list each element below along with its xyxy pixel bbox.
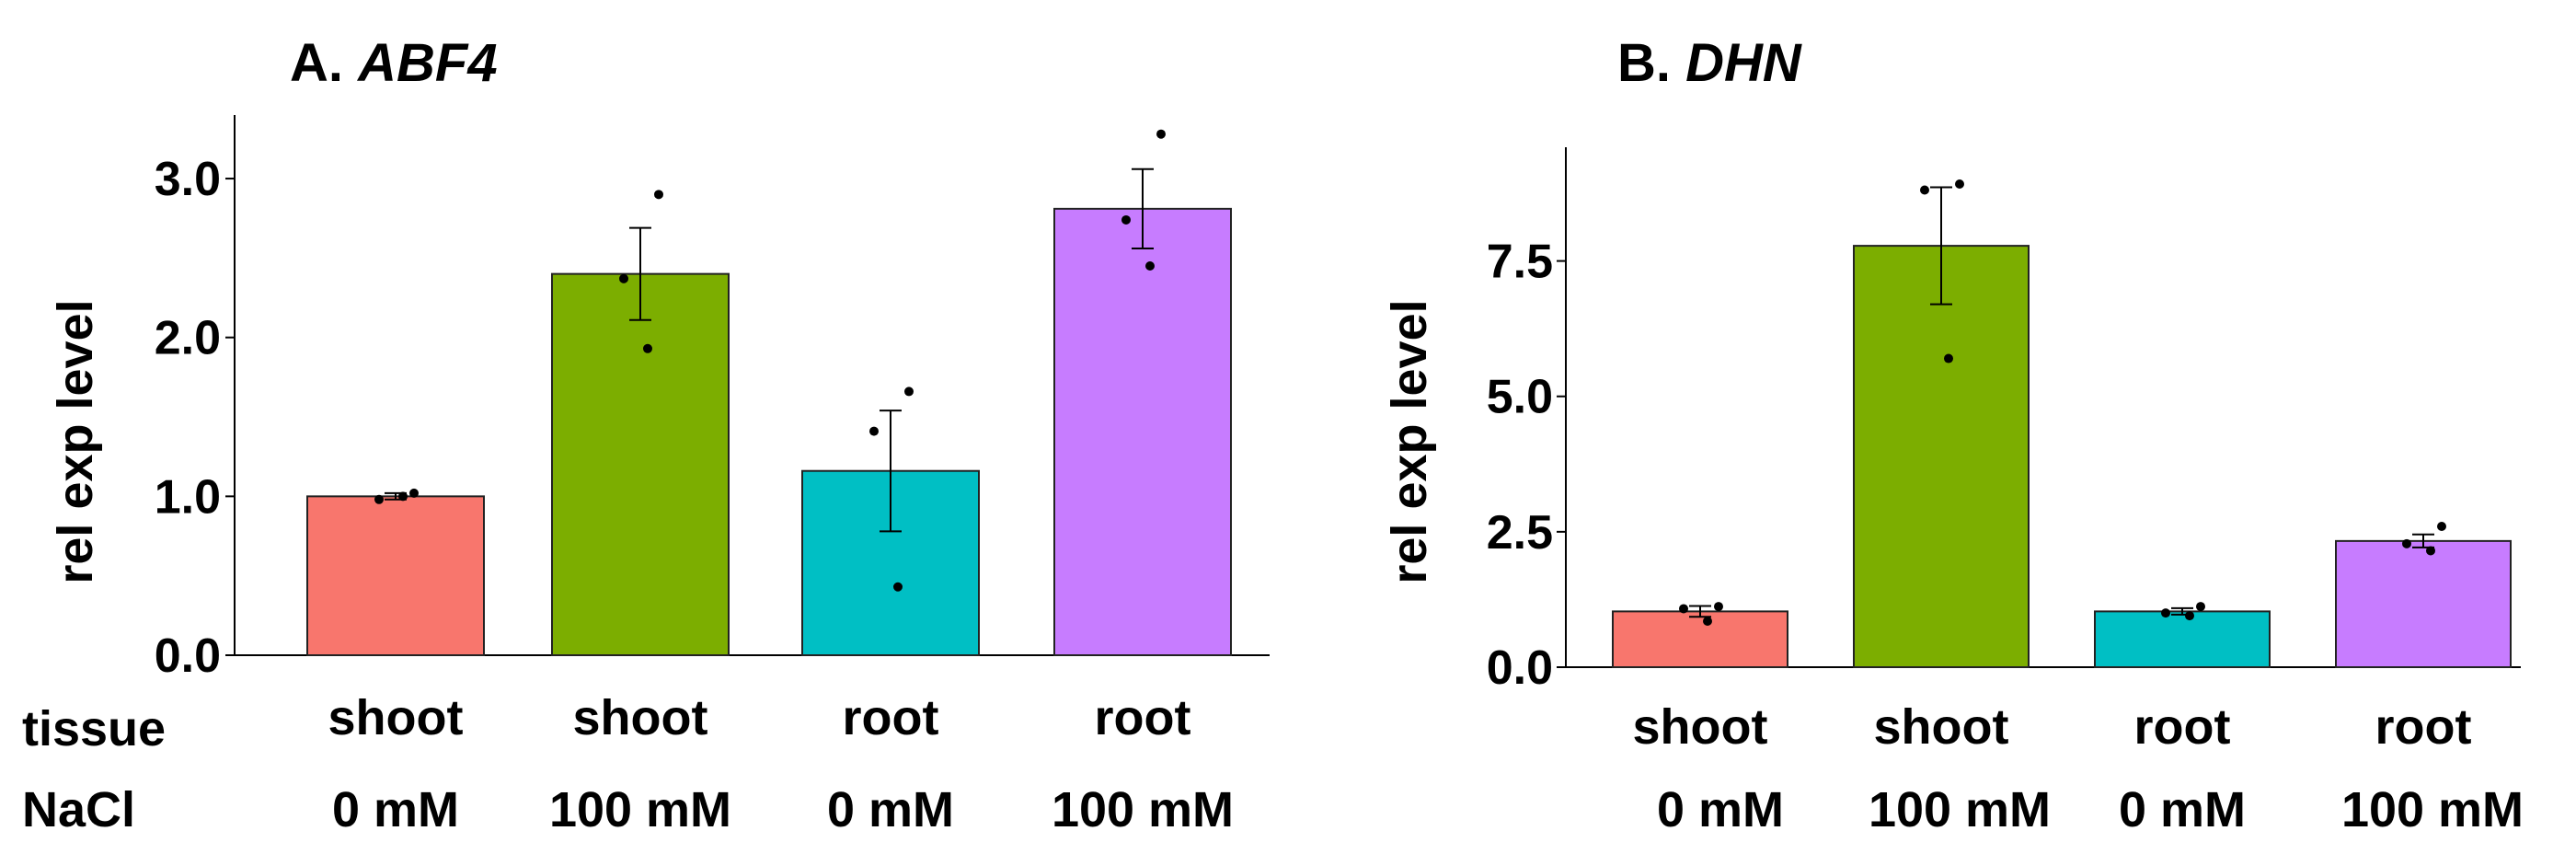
- panel-a-bar: [306, 495, 485, 657]
- panel-b-data-point: [1703, 616, 1712, 626]
- panel-a-y-tick-label: 2.0: [155, 312, 221, 365]
- panel-a-x-tick-nacl: 100 mM: [1052, 782, 1234, 837]
- panel-a-data-point: [893, 582, 903, 592]
- panel-a-data-point: [1121, 214, 1131, 225]
- panel-a-x-tick-nacl: 0 mM: [332, 782, 459, 837]
- panel-b-data-point: [2196, 602, 2205, 612]
- panel-b-y-tick-label: 0.0: [1487, 641, 1553, 695]
- panel-a-data-point: [374, 494, 384, 504]
- panel-b-data-point: [1955, 179, 1964, 190]
- panel-a-data-point: [1145, 261, 1155, 271]
- panel-a-y-tick-label: 1.0: [155, 470, 221, 524]
- panel-b-y-tick-label: 2.5: [1487, 506, 1553, 560]
- panel-b-y-tick-label: 7.5: [1487, 236, 1553, 289]
- panel-a-y-tick-label: 3.0: [155, 153, 221, 206]
- panel-b-bar: [1853, 245, 2030, 668]
- panel-b-y-tick-label: 5.0: [1487, 371, 1553, 424]
- panel-b-bar: [1612, 610, 1788, 668]
- panel-b-data-point: [2161, 608, 2170, 618]
- panel-a-data-point: [643, 343, 652, 353]
- panel-a: A. ABF4 rel exp level 0.01.02.03.0shoot0…: [22, 33, 1270, 837]
- row-label-nacl: NaCl: [22, 782, 135, 837]
- panel-a-data-point: [654, 190, 663, 200]
- panel-a-data-point: [869, 426, 879, 436]
- panel-a-x-tick-tissue: root: [1095, 690, 1191, 745]
- panel-b-y-axis-label: rel exp level: [1382, 299, 1437, 583]
- panel-b-x-tick-nacl: 100 mM: [2341, 782, 2524, 837]
- panel-a-data-point: [1156, 129, 1166, 139]
- panel-b-x-tick-nacl: 100 mM: [1869, 782, 2051, 837]
- panel-a-data-point: [619, 273, 628, 283]
- panel-a-x-tick-tissue: root: [843, 690, 939, 745]
- panel-a-x-tick-tissue: shoot: [573, 690, 708, 745]
- panel-b-data-point: [2185, 611, 2194, 621]
- panel-b-data-point: [1714, 602, 1723, 612]
- panel-a-bar: [551, 272, 730, 656]
- panel-b-data-point: [1920, 185, 1929, 195]
- panel-a-plot: 0.0 1.0 2.0 3.0 shoot 0 mM shoot 100 mM root 0 mM…: [155, 115, 1270, 837]
- panel-a-x-tick-tissue: shoot: [328, 690, 464, 745]
- panel-a-title: A. ABF4: [290, 33, 498, 93]
- row-label-tissue: tissue: [22, 701, 166, 756]
- panel-b-plot: 0.0 2.5 5.0 7.5 shoot 0 mM shoot 100 mM root 0 mM…: [1487, 147, 2524, 837]
- panel-a-data-point: [904, 387, 914, 397]
- panel-b-data-point: [1944, 353, 1953, 364]
- panel-a-y-axis-label: rel exp level: [48, 299, 103, 583]
- panel-b: B. DHN rel exp level 0.0 2.5 5.0 7.5 shoot 0 …: [1382, 33, 2524, 837]
- panel-a-x-tick-nacl: 0 mM: [827, 782, 954, 837]
- panel-b-bar: [2094, 610, 2271, 668]
- panel-b-title: B. DHN: [1617, 33, 1802, 93]
- panel-b-x-tick-tissue: shoot: [1633, 699, 1768, 755]
- panel-b-data-point: [2426, 546, 2435, 556]
- panel-a-data-point: [409, 488, 419, 498]
- panel-b-x-tick-tissue: shoot: [1874, 699, 2009, 755]
- panel-b-data-point: [2402, 538, 2411, 548]
- panel-b-x-tick-nacl: 0 mM: [2119, 782, 2246, 837]
- panel-b-data-point: [1679, 604, 1688, 614]
- panel-b-data-point: [2437, 521, 2446, 531]
- panel-b-x-tick-nacl: 0 mM: [1657, 782, 1784, 837]
- panel-b-bar: [2335, 539, 2512, 669]
- panel-b-x-tick-tissue: root: [2134, 699, 2231, 755]
- panel-a-data-point: [398, 491, 408, 502]
- panel-a-bar: [1053, 207, 1232, 657]
- panel-a-y-tick-label: 0.0: [155, 629, 221, 683]
- panel-b-x-tick-tissue: root: [2375, 699, 2472, 755]
- panel-a-x-tick-nacl: 100 mM: [549, 782, 731, 837]
